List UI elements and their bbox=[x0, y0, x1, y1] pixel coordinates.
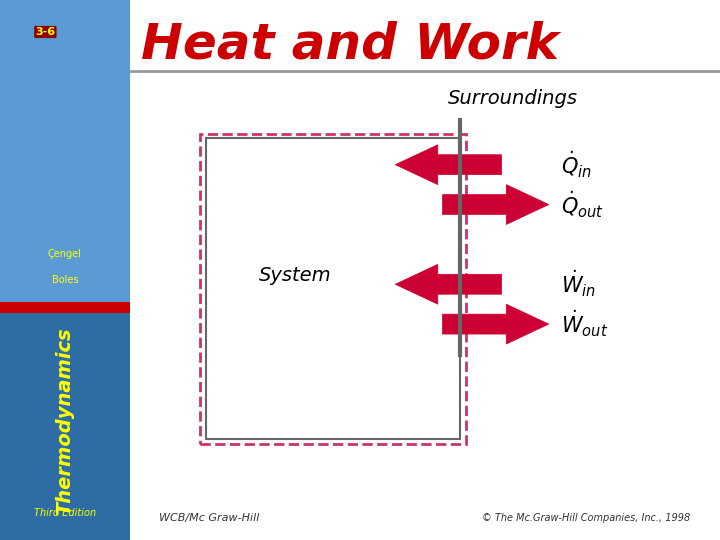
Text: $\dot{Q}_{in}$: $\dot{Q}_{in}$ bbox=[561, 150, 592, 180]
Bar bbox=[200, 134, 466, 444]
Text: Third Edition: Third Edition bbox=[34, 508, 96, 518]
Polygon shape bbox=[0, 0, 130, 540]
Polygon shape bbox=[395, 145, 502, 185]
Text: WCB/Mc Graw-Hill: WCB/Mc Graw-Hill bbox=[159, 514, 259, 523]
Bar bbox=[207, 138, 460, 439]
Polygon shape bbox=[395, 264, 502, 304]
Text: Çengel: Çengel bbox=[48, 249, 82, 259]
Polygon shape bbox=[443, 185, 549, 225]
Text: 3-6: 3-6 bbox=[35, 27, 55, 37]
Text: Boles: Boles bbox=[52, 275, 78, 286]
Text: $\dot{W}_{out}$: $\dot{W}_{out}$ bbox=[561, 309, 608, 339]
Text: $\dot{Q}_{out}$: $\dot{Q}_{out}$ bbox=[561, 190, 603, 220]
Polygon shape bbox=[0, 313, 130, 540]
Text: $\dot{W}_{in}$: $\dot{W}_{in}$ bbox=[561, 269, 595, 300]
Text: System: System bbox=[258, 266, 331, 285]
Text: Heat and Work: Heat and Work bbox=[141, 20, 559, 68]
Text: Thermodynamics: Thermodynamics bbox=[55, 327, 74, 515]
Polygon shape bbox=[443, 304, 549, 344]
Text: Surroundings: Surroundings bbox=[449, 90, 578, 109]
Text: © The Mc.Graw-Hill Companies, Inc., 1998: © The Mc.Graw-Hill Companies, Inc., 1998 bbox=[482, 514, 690, 523]
Polygon shape bbox=[0, 302, 130, 313]
